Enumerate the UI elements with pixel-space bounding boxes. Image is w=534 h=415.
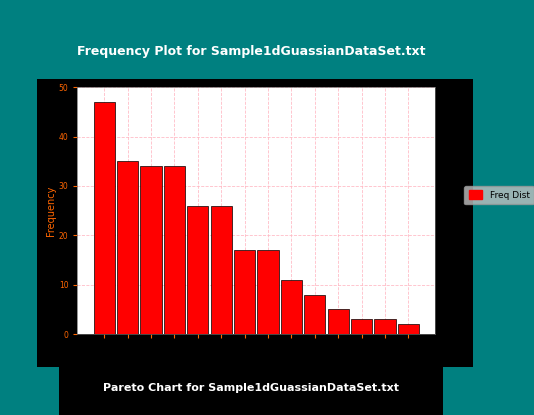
Text: Pareto Chart for Sample1dGuassianDataSet.txt: Pareto Chart for Sample1dGuassianDataSet… — [103, 383, 399, 393]
Bar — [281, 280, 302, 334]
Bar — [117, 161, 138, 334]
Legend: Freq Dist: Freq Dist — [465, 186, 534, 205]
Bar — [93, 102, 115, 334]
Bar — [304, 295, 325, 334]
Bar — [351, 319, 372, 334]
Bar — [211, 206, 232, 334]
Bar — [140, 166, 162, 334]
Bar — [187, 206, 208, 334]
Bar — [328, 310, 349, 334]
Bar — [398, 324, 419, 334]
Y-axis label: Frequency: Frequency — [46, 186, 56, 236]
Bar — [374, 319, 396, 334]
X-axis label: Frequency Intervals for Sample1dGuassianDataSet.txt: Frequency Intervals for Sample1dGuassian… — [123, 399, 389, 409]
Text: Frequency Plot for Sample1dGuassianDataSet.txt: Frequency Plot for Sample1dGuassianDataS… — [77, 45, 425, 59]
Bar — [164, 166, 185, 334]
Bar — [234, 250, 255, 334]
Bar — [257, 250, 279, 334]
